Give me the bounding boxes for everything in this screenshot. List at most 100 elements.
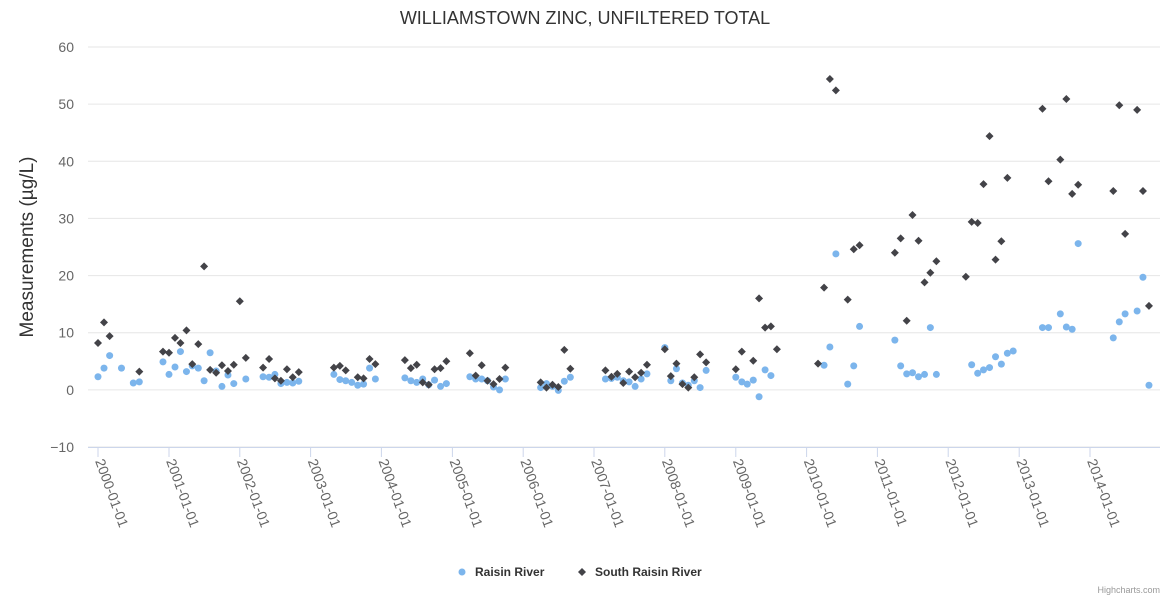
data-point[interactable] bbox=[501, 375, 509, 383]
data-point[interactable] bbox=[1145, 381, 1153, 389]
data-point[interactable] bbox=[206, 365, 215, 374]
data-point[interactable] bbox=[200, 262, 209, 271]
data-point[interactable] bbox=[135, 367, 144, 376]
data-point[interactable] bbox=[1062, 323, 1070, 331]
data-point[interactable] bbox=[164, 348, 173, 357]
data-point[interactable] bbox=[1038, 104, 1047, 113]
data-point[interactable] bbox=[738, 378, 746, 386]
data-point[interactable] bbox=[536, 378, 545, 387]
data-point[interactable] bbox=[1074, 180, 1083, 189]
data-point[interactable] bbox=[920, 278, 929, 287]
data-point[interactable] bbox=[235, 297, 244, 306]
data-point[interactable] bbox=[560, 377, 568, 385]
data-point[interactable] bbox=[466, 373, 474, 381]
data-point[interactable] bbox=[165, 370, 173, 378]
data-point[interactable] bbox=[336, 376, 344, 384]
data-point[interactable] bbox=[442, 380, 450, 388]
data-point[interactable] bbox=[1056, 310, 1064, 318]
data-point[interactable] bbox=[477, 361, 486, 370]
data-point[interactable] bbox=[702, 366, 710, 374]
data-point[interactable] bbox=[206, 349, 214, 357]
data-point[interactable] bbox=[820, 283, 829, 292]
data-point[interactable] bbox=[903, 370, 911, 378]
data-point[interactable] bbox=[471, 371, 480, 380]
data-point[interactable] bbox=[335, 361, 344, 370]
data-point[interactable] bbox=[637, 375, 645, 383]
data-point[interactable] bbox=[1115, 318, 1123, 326]
data-point[interactable] bbox=[424, 380, 433, 389]
data-point[interactable] bbox=[371, 360, 380, 369]
data-point[interactable] bbox=[749, 356, 758, 365]
data-point[interactable] bbox=[855, 241, 864, 250]
data-point[interactable] bbox=[973, 219, 982, 227]
data-point[interactable] bbox=[182, 326, 191, 335]
data-point[interactable] bbox=[171, 333, 180, 342]
data-point[interactable] bbox=[501, 363, 510, 372]
data-point[interactable] bbox=[94, 339, 102, 347]
data-point[interactable] bbox=[825, 75, 834, 83]
data-point[interactable] bbox=[926, 268, 935, 277]
data-point[interactable] bbox=[601, 366, 610, 375]
data-point[interactable] bbox=[289, 379, 297, 387]
data-point[interactable] bbox=[270, 374, 279, 383]
data-point[interactable] bbox=[105, 332, 114, 341]
data-point[interactable] bbox=[1074, 240, 1082, 248]
data-point[interactable] bbox=[619, 379, 628, 387]
data-point[interactable] bbox=[158, 347, 167, 356]
data-point[interactable] bbox=[737, 347, 746, 356]
data-point[interactable] bbox=[897, 362, 905, 370]
legend-item-raisin-river[interactable]: Raisin River bbox=[458, 565, 545, 579]
data-point[interactable] bbox=[625, 378, 633, 386]
data-point[interactable] bbox=[259, 363, 268, 372]
data-point[interactable] bbox=[176, 339, 185, 347]
data-point[interactable] bbox=[283, 378, 291, 386]
data-point[interactable] bbox=[932, 257, 941, 266]
data-point[interactable] bbox=[690, 373, 699, 382]
data-point[interactable] bbox=[1144, 301, 1153, 310]
data-point[interactable] bbox=[418, 378, 427, 387]
data-point[interactable] bbox=[288, 373, 297, 382]
data-point[interactable] bbox=[832, 250, 840, 258]
data-point[interactable] bbox=[182, 368, 190, 376]
data-point[interactable] bbox=[1003, 173, 1012, 182]
data-point[interactable] bbox=[601, 375, 609, 383]
data-point[interactable] bbox=[1121, 229, 1130, 238]
data-point[interactable] bbox=[218, 382, 226, 390]
data-point[interactable] bbox=[1133, 307, 1141, 315]
data-point[interactable] bbox=[991, 255, 1000, 264]
data-point[interactable] bbox=[129, 379, 137, 387]
data-point[interactable] bbox=[353, 373, 362, 382]
data-point[interactable] bbox=[749, 376, 757, 384]
data-point[interactable] bbox=[117, 364, 125, 372]
data-point[interactable] bbox=[961, 272, 970, 281]
data-point[interactable] bbox=[696, 350, 705, 359]
data-point[interactable] bbox=[980, 366, 988, 374]
data-point[interactable] bbox=[537, 384, 545, 392]
data-point[interactable] bbox=[366, 364, 374, 372]
data-point[interactable] bbox=[767, 372, 775, 380]
data-point[interactable] bbox=[761, 366, 769, 374]
data-point[interactable] bbox=[814, 359, 823, 368]
data-point[interactable] bbox=[849, 245, 858, 254]
data-point[interactable] bbox=[932, 370, 940, 378]
data-point[interactable] bbox=[1038, 324, 1046, 332]
data-point[interactable] bbox=[915, 373, 923, 381]
data-point[interactable] bbox=[914, 236, 923, 245]
data-point[interactable] bbox=[342, 377, 350, 385]
data-point[interactable] bbox=[241, 353, 250, 362]
data-point[interactable] bbox=[265, 373, 273, 381]
data-point[interactable] bbox=[1121, 310, 1129, 318]
data-point[interactable] bbox=[820, 361, 828, 369]
data-point[interactable] bbox=[844, 380, 852, 388]
data-point[interactable] bbox=[896, 234, 905, 243]
data-point[interactable] bbox=[1062, 95, 1071, 103]
data-point[interactable] bbox=[259, 373, 267, 381]
data-point[interactable] bbox=[772, 345, 781, 354]
data-point[interactable] bbox=[1009, 347, 1017, 355]
data-point[interactable] bbox=[194, 340, 203, 349]
data-point[interactable] bbox=[985, 132, 994, 141]
data-point[interactable] bbox=[1056, 155, 1065, 164]
data-point[interactable] bbox=[217, 361, 226, 370]
data-point[interactable] bbox=[542, 383, 551, 392]
data-point[interactable] bbox=[401, 374, 409, 382]
